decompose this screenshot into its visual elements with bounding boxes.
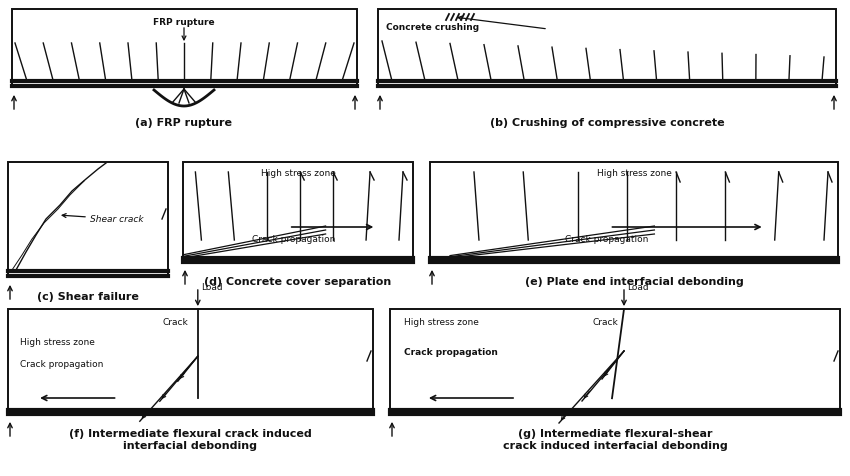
Bar	[183, 163, 413, 262]
Text: Crack: Crack	[592, 317, 618, 327]
Text: FRP rupture: FRP rupture	[153, 18, 215, 27]
Text: (d) Concrete cover separation: (d) Concrete cover separation	[204, 277, 392, 287]
Bar	[8, 163, 168, 278]
Text: (c) Shear failure: (c) Shear failure	[37, 291, 139, 301]
Text: interfacial debonding: interfacial debonding	[123, 440, 257, 450]
Text: Crack: Crack	[162, 317, 188, 327]
Text: (e) Plate end interfacial debonding: (e) Plate end interfacial debonding	[524, 277, 744, 287]
Text: (g) Intermediate flexural-shear: (g) Intermediate flexural-shear	[518, 428, 712, 438]
Text: (b) Crushing of compressive concrete: (b) Crushing of compressive concrete	[490, 118, 724, 128]
Bar	[8, 309, 373, 414]
Text: crack induced interfacial debonding: crack induced interfacial debonding	[502, 440, 728, 450]
Bar	[12, 10, 357, 88]
Bar	[390, 309, 840, 414]
Text: High stress zone: High stress zone	[404, 317, 479, 327]
Bar	[430, 163, 838, 262]
Text: Concrete crushing: Concrete crushing	[386, 23, 479, 32]
Text: (a) FRP rupture: (a) FRP rupture	[135, 118, 233, 128]
Text: Crack propagation: Crack propagation	[404, 347, 498, 356]
Text: High stress zone: High stress zone	[20, 337, 95, 346]
Bar	[378, 10, 836, 88]
Text: Crack propagation: Crack propagation	[20, 359, 104, 368]
Text: High stress zone: High stress zone	[597, 169, 672, 178]
Text: Load: Load	[201, 283, 223, 292]
Text: Crack propagation: Crack propagation	[252, 235, 336, 244]
Text: Shear crack: Shear crack	[90, 215, 144, 224]
Text: Crack propagation: Crack propagation	[564, 235, 648, 244]
Text: High stress zone: High stress zone	[261, 169, 336, 178]
Text: Load: Load	[627, 283, 649, 292]
Text: (f) Intermediate flexural crack induced: (f) Intermediate flexural crack induced	[69, 428, 311, 438]
